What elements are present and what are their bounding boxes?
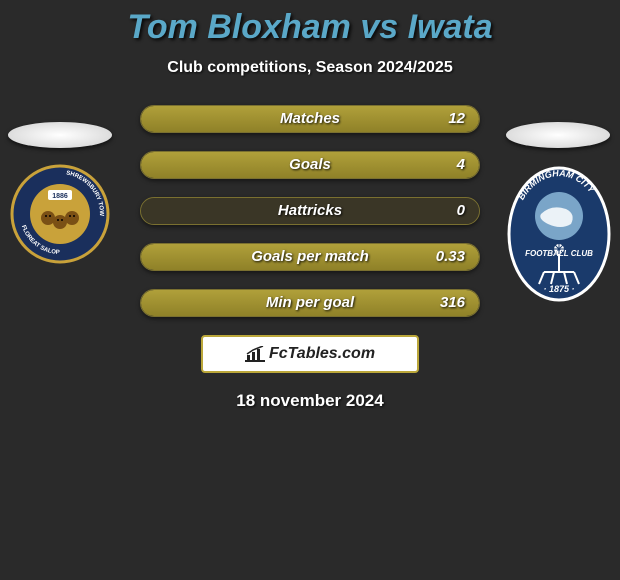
- footer-date: 18 november 2024: [0, 391, 620, 411]
- stat-row-hattricks: Hattricks 0: [140, 197, 480, 225]
- stat-row-mpg: Min per goal 316: [140, 289, 480, 317]
- left-club-crest: SHREWSBURY TOWN FOOTBALL FLOREAT SALOPIA…: [8, 164, 112, 264]
- left-player-photo-placeholder: [8, 122, 112, 148]
- stat-value: 316: [440, 294, 465, 311]
- right-player-photo-placeholder: [506, 122, 610, 148]
- footer-site-box: FcTables.com: [201, 335, 419, 373]
- svg-text:1886: 1886: [52, 193, 68, 200]
- left-player-block: SHREWSBURY TOWN FOOTBALL FLOREAT SALOPIA…: [8, 122, 112, 264]
- stat-row-matches: Matches 12: [140, 105, 480, 133]
- stat-row-gpm: Goals per match 0.33: [140, 243, 480, 271]
- svg-text:FOOTBALL CLUB: FOOTBALL CLUB: [525, 249, 593, 258]
- footer-site-text: FcTables.com: [269, 345, 375, 363]
- stat-label: Goals: [141, 156, 479, 173]
- stat-label: Matches: [141, 110, 479, 127]
- page-title: Tom Bloxham vs Iwata: [0, 0, 620, 47]
- stat-value: 0.33: [436, 248, 465, 265]
- stat-value: 4: [457, 156, 465, 173]
- right-player-block: BIRMINGHAM CITY FOOTBALL CLUB · 1875 ·: [506, 122, 612, 304]
- chart-icon: [245, 346, 265, 362]
- stat-row-goals: Goals 4: [140, 151, 480, 179]
- page-subtitle: Club competitions, Season 2024/2025: [0, 59, 620, 77]
- stat-label: Min per goal: [141, 294, 479, 311]
- stat-value: 12: [448, 110, 465, 127]
- right-club-crest: BIRMINGHAM CITY FOOTBALL CLUB · 1875 ·: [506, 164, 612, 304]
- stat-value: 0: [457, 202, 465, 219]
- svg-text:· 1875 ·: · 1875 ·: [543, 284, 574, 294]
- stat-label: Goals per match: [141, 248, 479, 265]
- stats-area: Matches 12 Goals 4 Hattricks 0 Goals per…: [140, 105, 480, 317]
- stat-label: Hattricks: [141, 202, 479, 219]
